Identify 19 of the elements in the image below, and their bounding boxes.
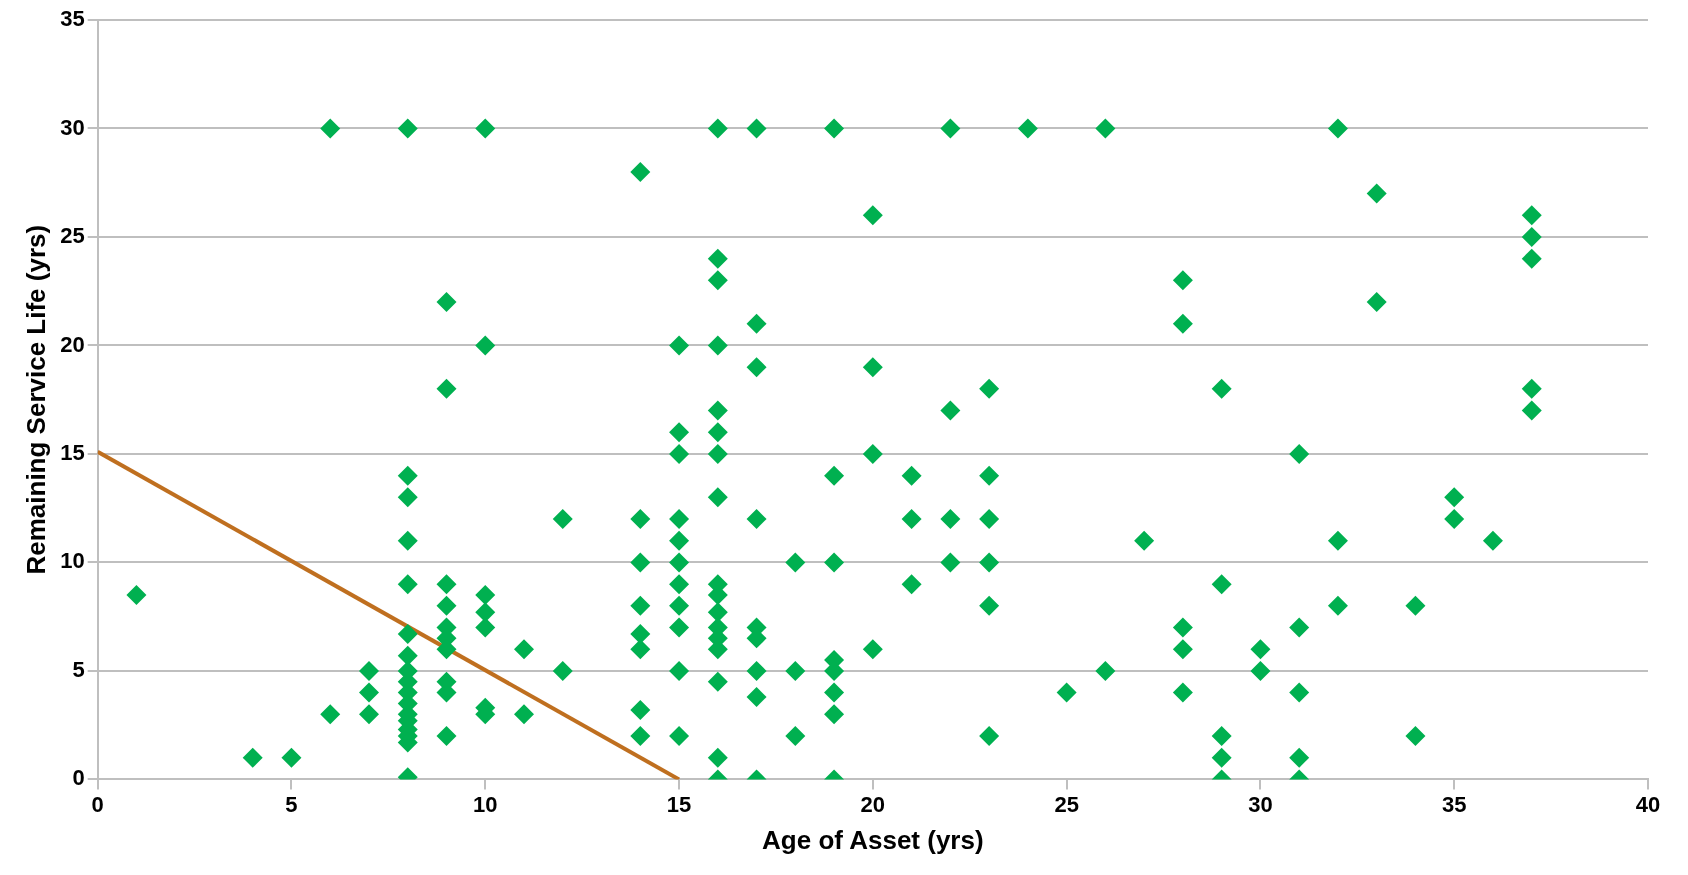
x-tick-label: 0 [91, 791, 104, 817]
y-tick-label: 0 [72, 765, 85, 791]
x-tick-label: 10 [473, 791, 498, 817]
x-tick-label: 40 [1635, 791, 1661, 817]
x-tick-label: 20 [860, 791, 886, 817]
y-tick-label: 5 [72, 656, 85, 682]
x-tick-label: 15 [666, 791, 692, 817]
x-tick-label: 30 [1248, 791, 1273, 817]
y-tick-label: 30 [60, 114, 85, 140]
x-tick-label: 25 [1054, 791, 1079, 817]
x-tick-label: 5 [285, 791, 298, 817]
x-tick-label: 35 [1441, 791, 1467, 817]
x-axis-title: Age of Asset (yrs) [762, 824, 984, 855]
y-tick-label: 15 [60, 440, 85, 466]
y-tick-label: 35 [60, 6, 85, 32]
y-tick-label: 10 [60, 548, 85, 574]
y-tick-label: 25 [60, 223, 85, 249]
y-tick-label: 20 [60, 331, 85, 357]
y-axis-title: Remaining Service Life (yrs) [20, 224, 51, 575]
